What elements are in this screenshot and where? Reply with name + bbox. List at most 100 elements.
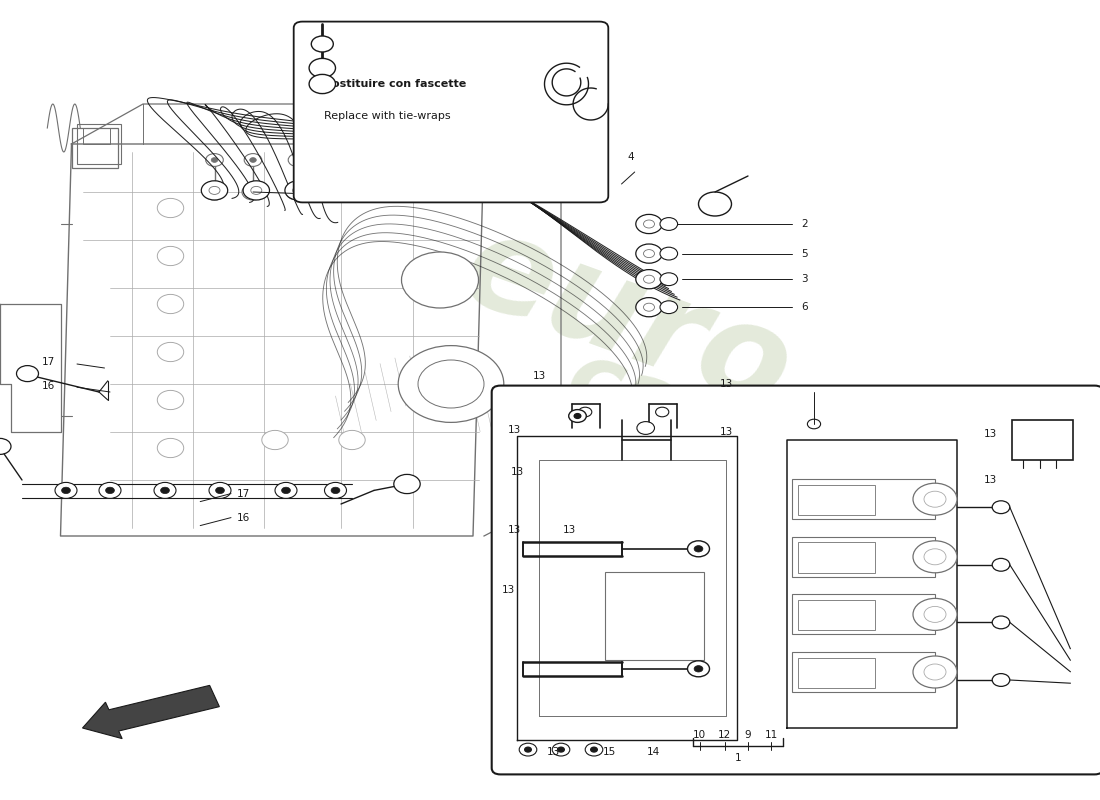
- Text: 1: 1: [735, 754, 741, 763]
- Circle shape: [292, 188, 302, 196]
- Circle shape: [660, 301, 678, 314]
- Circle shape: [552, 743, 570, 756]
- Bar: [798, 542, 875, 573]
- Text: carparts: carparts: [554, 334, 986, 562]
- Bar: [605, 572, 704, 660]
- Text: Replace with tie-wraps: Replace with tie-wraps: [324, 111, 451, 121]
- Circle shape: [569, 410, 586, 422]
- Text: 13: 13: [563, 525, 576, 534]
- Circle shape: [275, 482, 297, 498]
- Text: 13: 13: [508, 525, 521, 534]
- Circle shape: [99, 482, 121, 498]
- Bar: [72, 128, 118, 168]
- Circle shape: [327, 181, 353, 200]
- Bar: [792, 537, 935, 577]
- Circle shape: [154, 482, 176, 498]
- Text: 6: 6: [801, 302, 807, 312]
- Bar: [792, 479, 935, 519]
- Circle shape: [243, 181, 270, 200]
- Text: 9: 9: [745, 730, 751, 740]
- Circle shape: [698, 192, 732, 216]
- Text: 12: 12: [718, 730, 732, 740]
- Circle shape: [591, 747, 597, 752]
- Circle shape: [250, 158, 256, 162]
- Circle shape: [525, 747, 531, 752]
- Circle shape: [660, 218, 678, 230]
- Circle shape: [16, 366, 38, 382]
- Circle shape: [402, 252, 478, 308]
- Circle shape: [157, 246, 184, 266]
- Circle shape: [398, 346, 504, 422]
- Circle shape: [688, 541, 710, 557]
- Text: 13: 13: [719, 427, 733, 437]
- FancyBboxPatch shape: [294, 22, 608, 202]
- Circle shape: [157, 342, 184, 362]
- Circle shape: [242, 184, 264, 200]
- Bar: [77, 124, 121, 164]
- Circle shape: [807, 419, 821, 429]
- Text: 7: 7: [576, 158, 583, 169]
- Text: 13: 13: [983, 475, 997, 485]
- Circle shape: [62, 487, 70, 494]
- Circle shape: [636, 244, 662, 263]
- Text: Sostituire con fascette: Sostituire con fascette: [324, 79, 466, 89]
- Circle shape: [209, 188, 220, 196]
- Text: 16: 16: [42, 381, 55, 390]
- Circle shape: [558, 747, 564, 752]
- Text: 13: 13: [502, 586, 515, 595]
- Text: 13: 13: [508, 426, 521, 435]
- Circle shape: [579, 407, 592, 417]
- Circle shape: [694, 546, 703, 552]
- Circle shape: [694, 666, 703, 672]
- Circle shape: [637, 422, 654, 434]
- Circle shape: [161, 487, 169, 494]
- Bar: [792, 652, 935, 692]
- Circle shape: [244, 154, 262, 166]
- Text: 8: 8: [549, 162, 556, 173]
- FancyBboxPatch shape: [492, 386, 1100, 774]
- Circle shape: [913, 598, 957, 630]
- Circle shape: [636, 214, 662, 234]
- Circle shape: [288, 154, 306, 166]
- Circle shape: [324, 482, 346, 498]
- Circle shape: [106, 487, 114, 494]
- Circle shape: [992, 501, 1010, 514]
- Text: a passion for parts since 1985: a passion for parts since 1985: [527, 467, 969, 653]
- Text: 13: 13: [983, 429, 997, 438]
- Circle shape: [992, 674, 1010, 686]
- Text: 13: 13: [547, 747, 560, 757]
- Circle shape: [660, 247, 678, 260]
- Text: 14: 14: [647, 747, 660, 757]
- Circle shape: [211, 158, 218, 162]
- Bar: [798, 600, 875, 630]
- Circle shape: [309, 58, 336, 78]
- Text: 17: 17: [42, 357, 55, 366]
- Text: 15: 15: [603, 747, 616, 757]
- Text: 13: 13: [532, 371, 546, 381]
- Circle shape: [519, 743, 537, 756]
- Circle shape: [55, 482, 77, 498]
- Circle shape: [206, 154, 223, 166]
- Circle shape: [338, 158, 344, 162]
- Circle shape: [913, 541, 957, 573]
- Text: 13: 13: [719, 379, 733, 389]
- Circle shape: [157, 390, 184, 410]
- Circle shape: [585, 743, 603, 756]
- Circle shape: [282, 487, 290, 494]
- Circle shape: [157, 438, 184, 458]
- Circle shape: [688, 661, 710, 677]
- Circle shape: [636, 298, 662, 317]
- Circle shape: [992, 558, 1010, 571]
- Circle shape: [331, 487, 340, 494]
- Circle shape: [330, 184, 352, 200]
- Bar: [798, 658, 875, 688]
- Text: 13: 13: [510, 467, 524, 477]
- Circle shape: [574, 414, 581, 418]
- Circle shape: [339, 430, 365, 450]
- Circle shape: [913, 483, 957, 515]
- Circle shape: [216, 487, 224, 494]
- Circle shape: [285, 181, 311, 200]
- Circle shape: [311, 36, 333, 52]
- Circle shape: [157, 294, 184, 314]
- Text: 2: 2: [801, 219, 807, 229]
